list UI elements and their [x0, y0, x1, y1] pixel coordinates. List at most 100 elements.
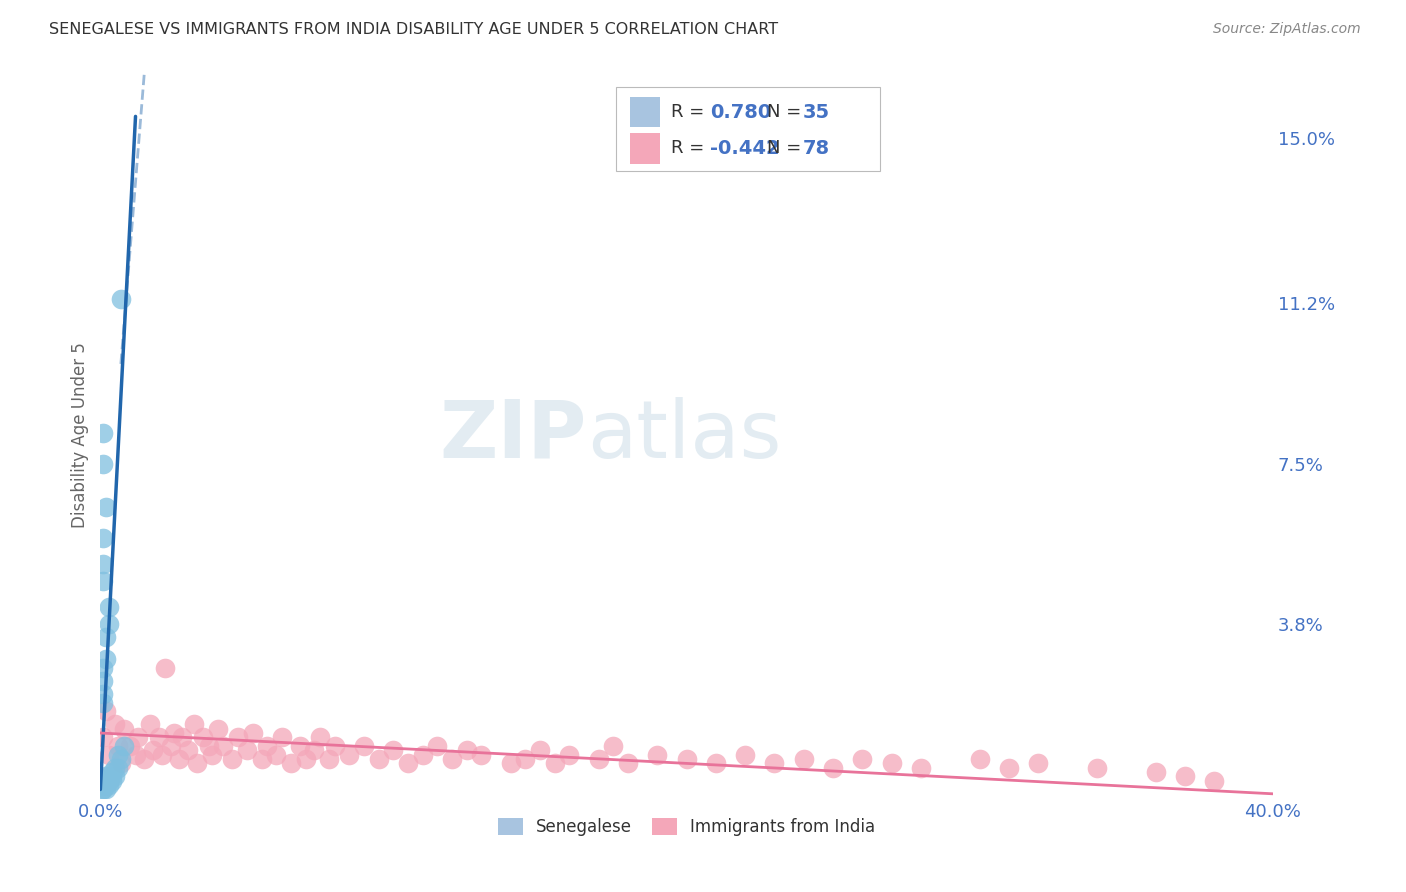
Point: [1026, 756, 1049, 771]
Point: [177, 743, 200, 757]
Text: Source: ZipAtlas.com: Source: ZipAtlas.com: [1213, 22, 1361, 37]
Point: [734, 747, 756, 762]
Point: [91, 778, 114, 792]
Point: [851, 752, 873, 766]
Point: [1144, 765, 1167, 780]
Point: [169, 752, 191, 766]
Point: [110, 752, 132, 766]
Point: [91, 731, 114, 745]
Point: [212, 739, 235, 753]
Point: [172, 731, 194, 745]
Point: [515, 752, 537, 766]
Point: [470, 747, 492, 762]
Point: [910, 761, 932, 775]
Point: [101, 765, 124, 780]
Point: [118, 739, 141, 753]
Point: [96, 652, 118, 666]
Point: [264, 747, 287, 762]
Text: SENEGALESE VS IMMIGRANTS FROM INDIA DISABILITY AGE UNDER 5 CORRELATION CHART: SENEGALESE VS IMMIGRANTS FROM INDIA DISA…: [49, 22, 779, 37]
Point: [617, 756, 640, 771]
Point: [201, 747, 224, 762]
Point: [91, 426, 114, 441]
Point: [207, 722, 229, 736]
Point: [150, 747, 173, 762]
Point: [124, 747, 146, 762]
Point: [353, 739, 375, 753]
Point: [198, 739, 221, 753]
Point: [339, 747, 361, 762]
Point: [98, 769, 121, 783]
FancyBboxPatch shape: [630, 97, 659, 128]
Text: 78: 78: [803, 139, 830, 158]
Point: [367, 752, 389, 766]
Point: [127, 731, 149, 745]
Point: [91, 531, 114, 545]
Point: [602, 739, 624, 753]
Point: [426, 739, 449, 753]
Point: [91, 673, 114, 688]
Point: [98, 773, 121, 788]
Point: [288, 739, 311, 753]
Point: [456, 743, 478, 757]
Point: [1204, 773, 1226, 788]
Point: [91, 661, 114, 675]
Point: [441, 752, 464, 766]
Point: [396, 756, 419, 771]
Point: [191, 731, 214, 745]
Point: [183, 717, 205, 731]
FancyBboxPatch shape: [630, 133, 659, 163]
Text: ZIP: ZIP: [440, 397, 586, 475]
Point: [110, 292, 132, 306]
Point: [318, 752, 340, 766]
Point: [226, 731, 249, 745]
Y-axis label: Disability Age Under 5: Disability Age Under 5: [72, 343, 89, 528]
Point: [382, 743, 405, 757]
Point: [236, 743, 259, 757]
Point: [142, 743, 165, 757]
Point: [186, 756, 208, 771]
Point: [98, 600, 121, 615]
Point: [134, 752, 156, 766]
Point: [148, 731, 170, 745]
FancyBboxPatch shape: [616, 87, 880, 171]
Point: [499, 756, 522, 771]
Point: [153, 661, 176, 675]
Point: [704, 756, 727, 771]
Point: [91, 696, 114, 710]
Point: [107, 747, 129, 762]
Point: [112, 739, 135, 753]
Point: [675, 752, 697, 766]
Text: N =: N =: [768, 103, 807, 121]
Point: [96, 500, 118, 515]
Text: 0.780: 0.780: [710, 103, 772, 121]
Point: [998, 761, 1021, 775]
Point: [588, 752, 610, 766]
Point: [256, 739, 278, 753]
Text: R =: R =: [671, 103, 710, 121]
Point: [823, 761, 845, 775]
Point: [242, 726, 264, 740]
Point: [107, 761, 129, 775]
Point: [112, 722, 135, 736]
Point: [91, 782, 114, 797]
Point: [969, 752, 991, 766]
Point: [763, 756, 786, 771]
Point: [91, 574, 114, 588]
Point: [98, 778, 121, 792]
Point: [101, 773, 124, 788]
Point: [98, 617, 121, 632]
Point: [645, 747, 668, 762]
Point: [139, 717, 162, 731]
Legend: Senegalese, Immigrants from India: Senegalese, Immigrants from India: [489, 809, 884, 844]
Point: [304, 743, 326, 757]
Point: [96, 773, 118, 788]
Point: [91, 782, 114, 797]
Point: [96, 704, 118, 718]
Text: R =: R =: [671, 139, 710, 157]
Point: [98, 747, 121, 762]
Point: [96, 769, 118, 783]
Point: [271, 731, 294, 745]
Point: [104, 769, 127, 783]
Text: -0.442: -0.442: [710, 139, 780, 158]
Point: [294, 752, 316, 766]
